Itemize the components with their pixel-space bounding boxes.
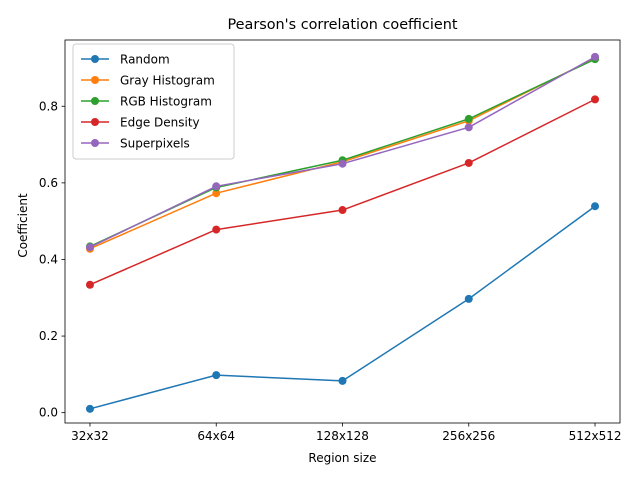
x-tick-label-2: 128x128	[316, 429, 369, 443]
series-4-point-2	[338, 159, 347, 168]
x-axis-label: Region size	[308, 451, 376, 465]
series-3-point-0	[85, 280, 94, 289]
legend-marker-3	[91, 118, 99, 126]
legend-marker-0	[91, 55, 99, 63]
series-3-point-3	[464, 158, 473, 167]
series-1-point-1	[212, 189, 221, 198]
x-tick-label-1: 64x64	[197, 429, 235, 443]
legend-label-1: Gray Histogram	[120, 74, 215, 88]
legend-label-0: Random	[120, 53, 170, 67]
legend-label-4: Superpixels	[120, 137, 190, 151]
series-4-point-3	[464, 123, 473, 132]
y-tick-label-2: 0.4	[39, 252, 58, 266]
y-tick-label-4: 0.8	[39, 99, 58, 113]
series-0-point-1	[212, 371, 221, 380]
x-tick-label-3: 256x256	[442, 429, 495, 443]
series-4-point-0	[85, 243, 94, 252]
series-0-point-2	[338, 376, 347, 385]
legend-label-2: RGB Histogram	[120, 95, 212, 109]
series-2-point-3	[464, 114, 473, 123]
legend: Random Gray Histogram RGB Histogram Edge De…	[72, 43, 235, 160]
series-4-point-4	[591, 52, 600, 61]
legend-box	[72, 43, 235, 160]
series-3-point-1	[212, 225, 221, 234]
x-tick-label-0: 32x32	[71, 429, 109, 443]
y-tick-label-1: 0.2	[39, 329, 58, 343]
series-0-point-4	[591, 202, 600, 211]
chart-title: Pearson's correlation coefficient	[227, 17, 457, 33]
series-0-point-0	[85, 404, 94, 413]
series-3-point-4	[591, 95, 600, 104]
y-tick-label-0: 0.0	[39, 406, 58, 420]
legend-marker-1	[91, 76, 99, 84]
y-tick-label-3: 0.6	[39, 176, 58, 190]
x-tick-label-4: 512x512	[569, 429, 622, 443]
legend-marker-2	[91, 97, 99, 105]
y-axis-label: Coefficient	[16, 193, 30, 258]
axes: 32x32 64x64 128x128 256x256 512x512 0.0 0.2 0.4…	[39, 39, 622, 443]
legend-label-3: Edge Density	[120, 116, 200, 130]
series-4-point-1	[212, 182, 221, 191]
plot-area	[85, 52, 600, 413]
series-0-point-3	[464, 294, 473, 303]
series-3-point-2	[338, 206, 347, 215]
legend-marker-4	[91, 139, 99, 147]
